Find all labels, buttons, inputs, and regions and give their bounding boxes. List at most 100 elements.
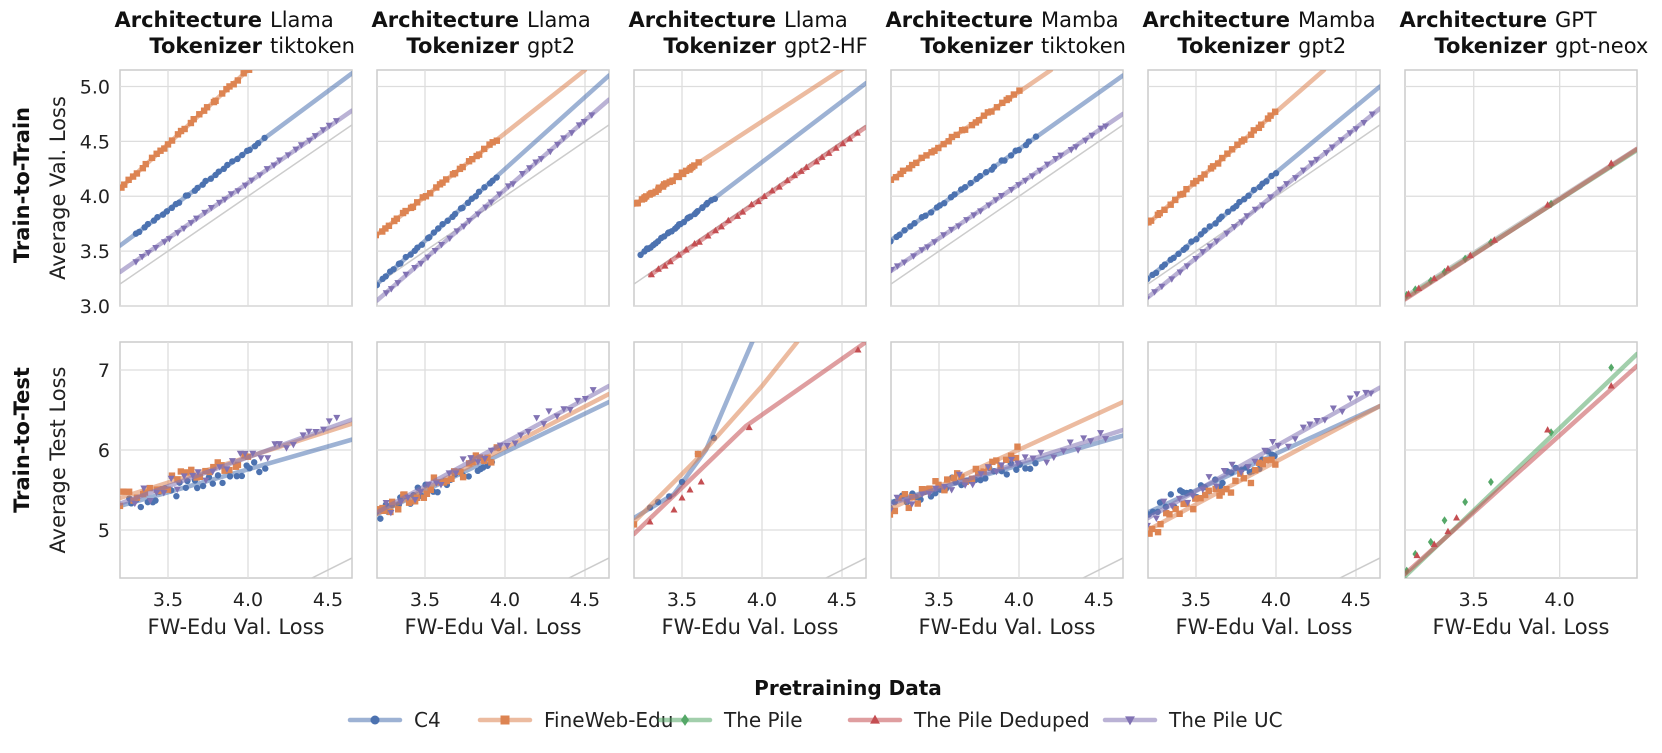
- legend-marker: [870, 714, 880, 724]
- x-tick-label: 4.0: [1261, 589, 1291, 611]
- point-the-pile-uc: [1199, 486, 1207, 494]
- identity-line: [1405, 145, 1637, 296]
- header-tokenizer-value: gpt2-HF: [784, 34, 868, 58]
- point-the-pile-uc: [918, 247, 926, 254]
- plot-area: [634, 70, 866, 285]
- point-the-pile-uc: [1276, 186, 1284, 194]
- plot-area: [634, 342, 866, 578]
- point-the-pile-uc: [1228, 461, 1236, 469]
- point-the-pile-uc: [970, 212, 978, 219]
- point-the-pile: [1608, 363, 1615, 372]
- x-axis-label: FW-Edu Val. Loss: [147, 615, 324, 639]
- y-axis-label: Average Val. Loss: [46, 96, 70, 280]
- plot-area: [891, 70, 1123, 285]
- point-the-pile-uc: [1238, 219, 1246, 226]
- point-fineweb-edu: [975, 117, 983, 124]
- point-c4: [377, 281, 381, 289]
- point-the-pile-uc: [180, 473, 188, 480]
- point-the-pile-uc: [1269, 438, 1277, 446]
- point-c4: [256, 468, 263, 476]
- point-fineweb-edu: [1227, 489, 1235, 496]
- point-c4: [990, 163, 998, 170]
- point-fineweb-edu: [1272, 461, 1279, 468]
- point-fineweb-edu: [905, 504, 912, 512]
- point-the-pile-uc: [460, 223, 468, 231]
- point-the-pile-deduped: [747, 200, 755, 208]
- y-tick-label: 3.5: [80, 241, 110, 263]
- point-the-pile-uc: [248, 177, 256, 184]
- fit-line-fineweb-edu: [634, 342, 800, 525]
- point-the-pile-uc: [511, 440, 519, 447]
- point-c4: [434, 488, 441, 496]
- point-fineweb-edu: [1219, 154, 1226, 162]
- point-the-pile-deduped: [686, 486, 694, 493]
- point-the-pile-uc: [908, 501, 916, 508]
- point-c4: [977, 476, 984, 484]
- point-fineweb-edu: [1241, 136, 1248, 143]
- x-axis-label: FW-Edu Val. Loss: [661, 615, 838, 639]
- point-the-pile-uc: [546, 148, 554, 156]
- fit-line-fineweb-edu: [377, 391, 609, 517]
- point-the-pile-uc: [467, 455, 475, 462]
- point-c4: [1236, 198, 1243, 206]
- point-the-pile-uc: [325, 418, 333, 425]
- point-the-pile: [1427, 537, 1434, 547]
- point-the-pile-deduped: [724, 216, 732, 224]
- point-the-pile-uc: [325, 122, 333, 130]
- point-c4: [1013, 466, 1020, 473]
- point-the-pile-uc: [332, 118, 340, 125]
- point-c4: [927, 209, 935, 216]
- point-the-pile-uc: [236, 450, 244, 458]
- point-c4: [137, 503, 145, 511]
- point-the-pile-uc: [438, 242, 446, 249]
- point-fineweb-edu: [918, 154, 925, 162]
- point-c4: [982, 169, 990, 176]
- point-c4: [1212, 220, 1219, 227]
- point-c4: [961, 184, 969, 191]
- header-architecture-key: Architecture: [1142, 8, 1290, 32]
- point-c4: [250, 459, 258, 466]
- x-tick-label: 4.5: [1084, 589, 1114, 611]
- point-the-pile-deduped: [691, 240, 699, 247]
- point-the-pile-uc: [1021, 454, 1029, 461]
- point-c4: [711, 195, 719, 203]
- point-the-pile-uc: [270, 162, 278, 169]
- point-the-pile-uc: [940, 232, 948, 239]
- header-architecture-key: Architecture: [1399, 8, 1547, 32]
- point-fineweb-edu: [493, 137, 501, 144]
- point-c4: [246, 146, 253, 154]
- plot-frame: [633, 69, 867, 307]
- point-the-pile-deduped: [678, 494, 686, 501]
- point-the-pile-uc: [961, 482, 969, 489]
- point-fineweb-edu: [442, 176, 450, 183]
- point-the-pile-uc: [941, 483, 949, 491]
- point-the-pile-uc: [1261, 447, 1269, 455]
- point-c4: [1263, 178, 1270, 185]
- point-fineweb-edu: [181, 125, 188, 133]
- point-the-pile-deduped: [797, 167, 805, 174]
- point-fineweb-edu: [427, 190, 434, 197]
- point-c4: [493, 174, 500, 181]
- point-the-pile-uc: [153, 489, 161, 497]
- point-the-pile-uc: [160, 490, 168, 497]
- fit-line-the-pile-deduped: [1405, 146, 1637, 302]
- point-the-pile-uc: [1029, 455, 1037, 462]
- point-fineweb-edu: [1161, 206, 1168, 214]
- point-the-pile-uc: [1066, 439, 1074, 446]
- point-the-pile-uc: [264, 455, 272, 462]
- point-the-pile-uc: [202, 477, 210, 485]
- point-c4: [1219, 479, 1226, 487]
- point-the-pile-uc: [1021, 177, 1029, 185]
- point-fineweb-edu: [1205, 487, 1212, 494]
- point-the-pile-uc: [553, 413, 561, 420]
- legend-items: C4 FineWeb-Edu The Pile The Pile Deduped The…: [347, 708, 1283, 732]
- x-axis-label: FW-Edu Val. Loss: [404, 615, 581, 639]
- point-the-pile-deduped: [666, 257, 674, 265]
- point-the-pile-uc: [1299, 167, 1307, 175]
- point-the-pile-uc: [955, 223, 963, 230]
- point-the-pile-deduped: [775, 183, 783, 190]
- y-tick-label: 5.0: [80, 76, 110, 98]
- point-fineweb-edu: [1179, 190, 1187, 198]
- point-the-pile-uc: [1043, 459, 1051, 467]
- point-the-pile-uc: [459, 456, 467, 463]
